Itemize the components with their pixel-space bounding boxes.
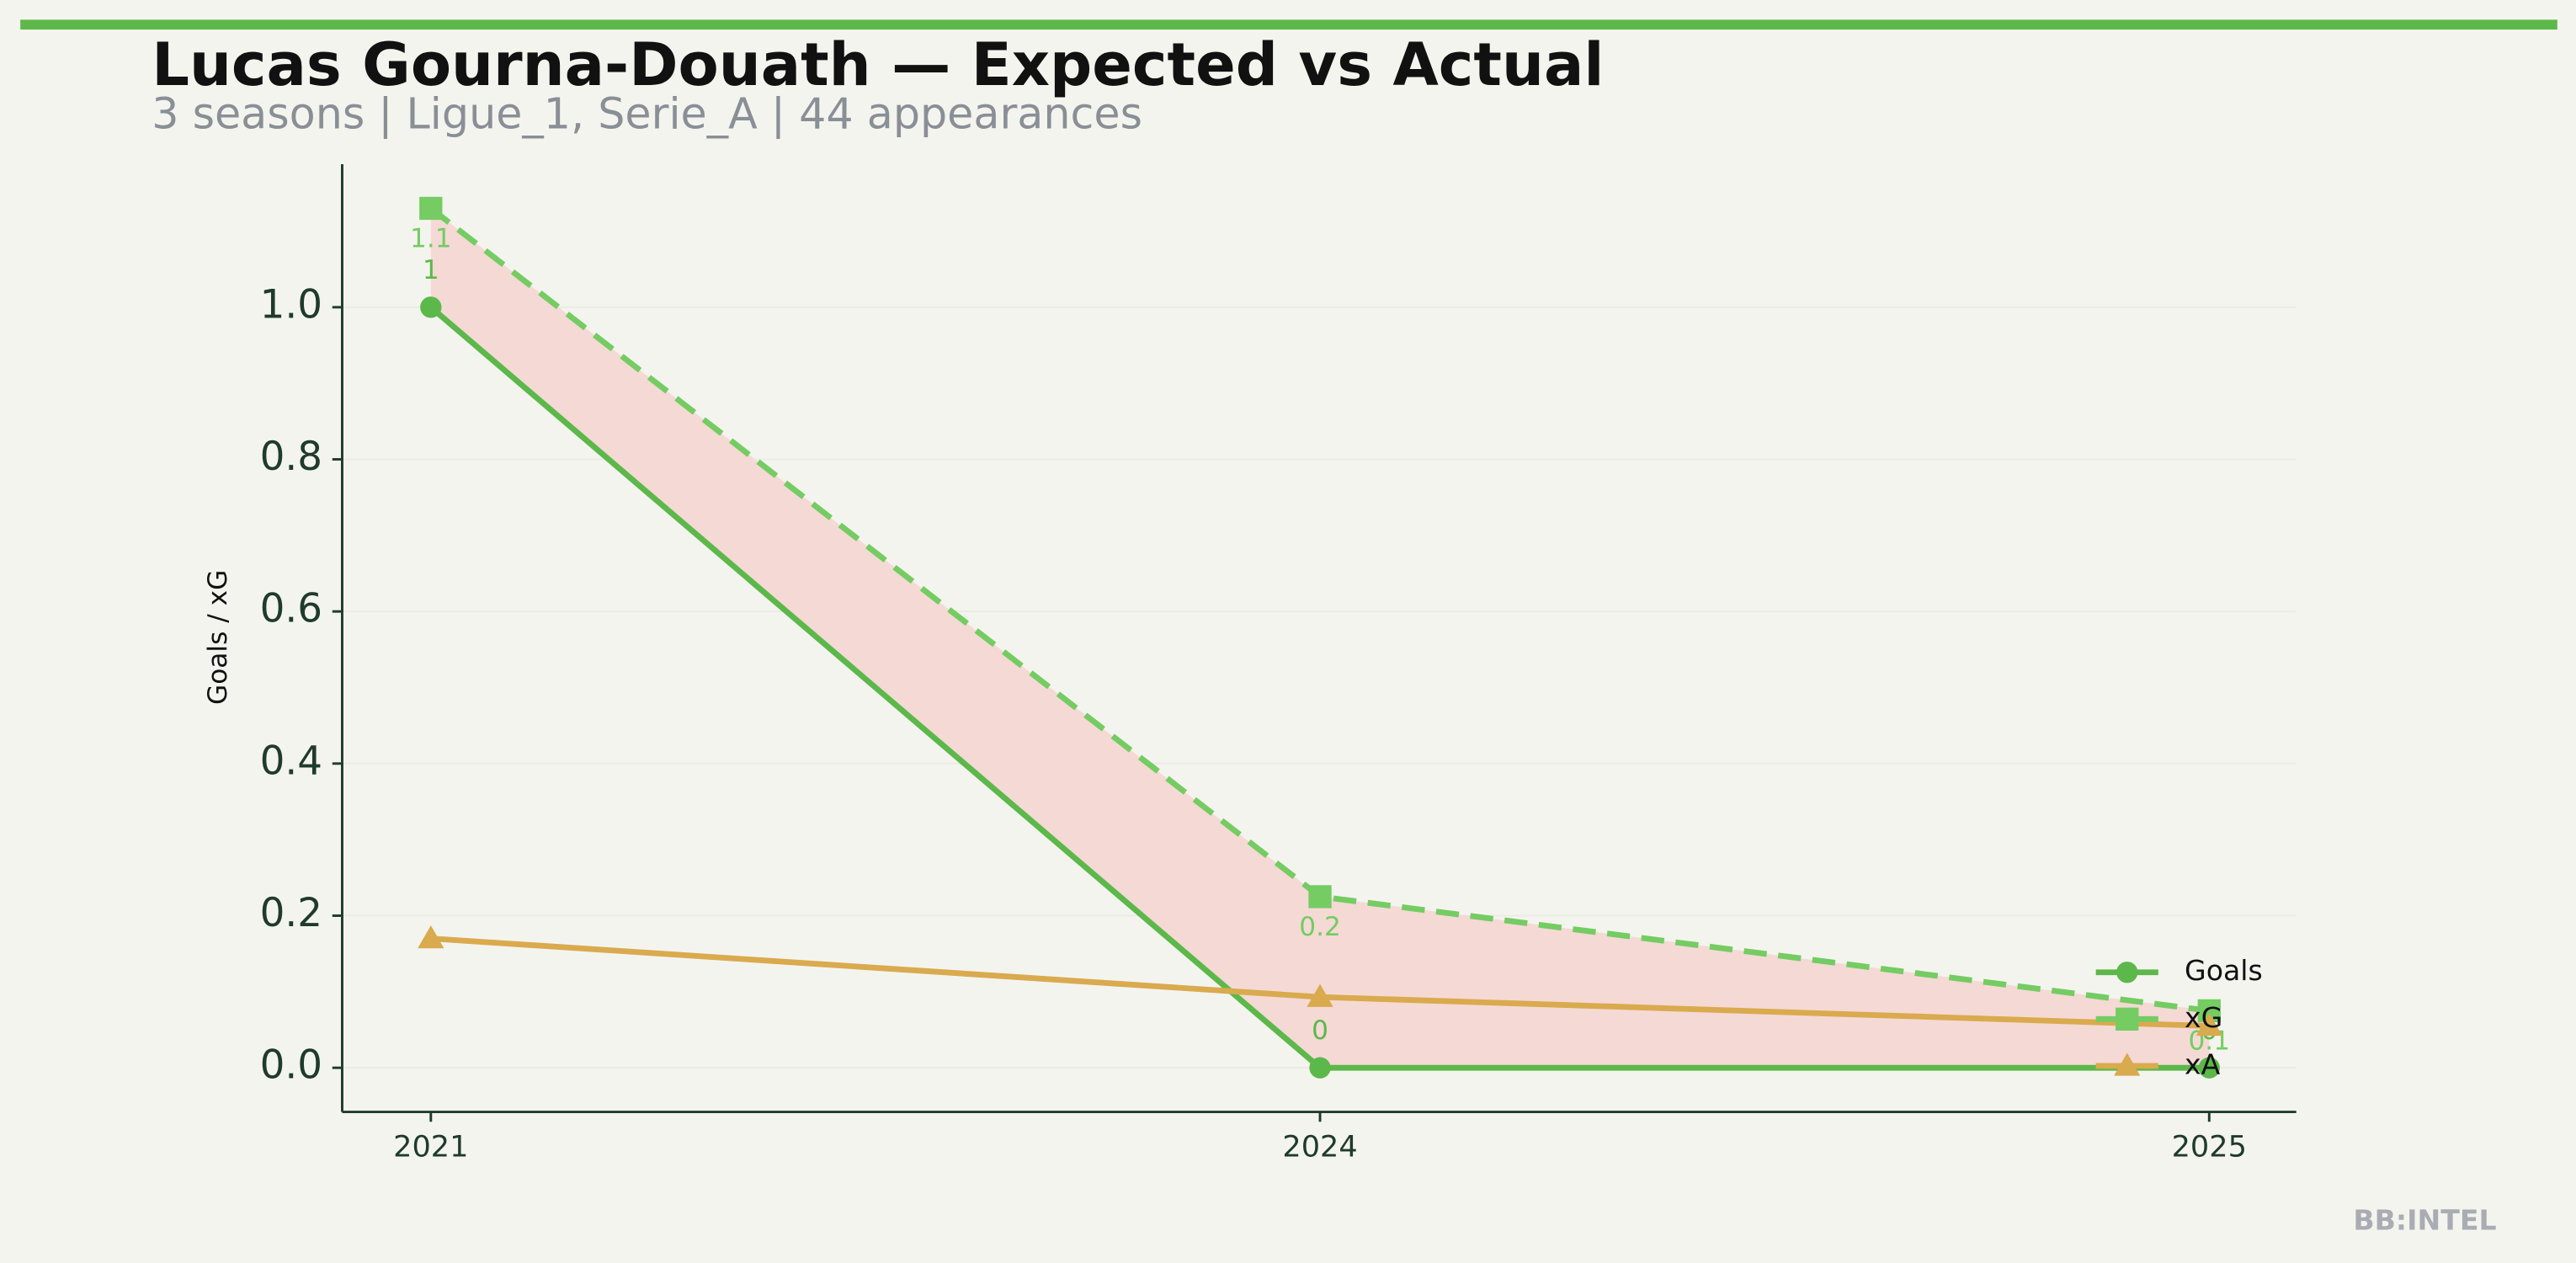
point [2198,1057,2220,1079]
watermark: BB:INTEL [2353,1204,2496,1237]
x-tick-label: 2025 [2172,1129,2247,1164]
x-tick-label: 2024 [1282,1129,1357,1164]
value-label: 1.1 [410,224,452,254]
point [419,196,443,221]
point [1308,885,1332,909]
point [418,925,444,949]
point [2195,1012,2222,1037]
point [1309,1057,1331,1079]
y-tick-label: 0.4 [260,738,322,784]
y-tick-label: 0.0 [260,1043,322,1089]
top-bar [20,19,2557,30]
value-label: 0.2 [1299,912,1341,942]
y-tick-label: 1.0 [260,282,322,328]
value-label: 0 [1312,1015,1328,1046]
point [2116,962,2138,983]
point [2116,1007,2139,1031]
x-tick-label: 2021 [393,1129,468,1164]
value-label: 1 [423,255,439,285]
y-tick-label: 0.2 [260,891,322,936]
legend-label: Goals [2185,954,2263,987]
chart-subtitle: 3 seasons | Ligue_1, Serie_A | 44 appear… [152,88,1142,139]
chart-title: Lucas Gourna-Douath — Expected vs Actual [152,30,1604,99]
point [420,296,442,318]
y-tick-label: 0.6 [260,587,322,632]
y-axis-label: Goals / xG [203,570,233,705]
point [1307,983,1333,1007]
y-tick-label: 0.8 [260,434,322,480]
legend-label: xG [2185,1001,2222,1034]
point [2114,1052,2141,1076]
legend-label: xA [2185,1047,2221,1080]
